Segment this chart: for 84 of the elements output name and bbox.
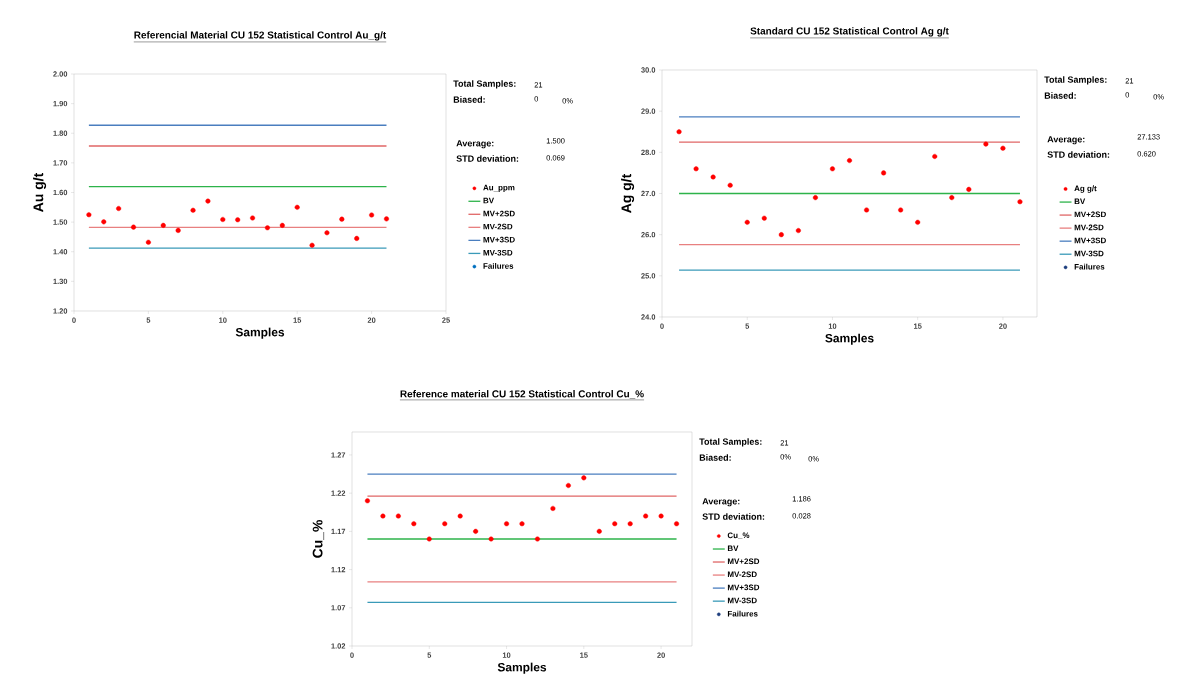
text: STD deviation: xyxy=(456,155,519,162)
point xyxy=(693,166,699,172)
point xyxy=(812,195,818,201)
point xyxy=(220,216,226,222)
point xyxy=(131,224,137,230)
point xyxy=(235,217,241,223)
text: Average: xyxy=(1047,136,1085,145)
y-axis-title: Au g/t xyxy=(33,172,47,212)
point xyxy=(744,219,750,225)
point xyxy=(145,239,151,245)
point xyxy=(160,222,166,228)
point xyxy=(581,475,587,481)
point xyxy=(915,219,921,225)
x-axis-title: Samples xyxy=(497,662,547,674)
point xyxy=(658,513,664,519)
point xyxy=(101,219,107,225)
point xyxy=(473,528,479,534)
point xyxy=(175,227,181,233)
point xyxy=(411,521,417,527)
point xyxy=(898,207,904,213)
point xyxy=(364,498,370,504)
point xyxy=(612,521,618,527)
point xyxy=(205,198,211,204)
text: Average: xyxy=(702,498,740,507)
text: Biased: xyxy=(699,454,731,461)
text: Biased: xyxy=(453,96,485,103)
point xyxy=(847,158,853,164)
text: Average: xyxy=(456,140,494,149)
point xyxy=(309,242,315,248)
point xyxy=(250,215,256,221)
point xyxy=(294,204,300,210)
chart-title: Reference material CU 152 Statistical Control Cu_% xyxy=(400,390,644,399)
text: Total Samples: xyxy=(453,80,516,89)
point xyxy=(829,166,835,172)
point xyxy=(949,195,955,201)
point xyxy=(1000,145,1006,151)
point xyxy=(354,235,360,241)
point xyxy=(324,230,330,236)
point xyxy=(983,141,989,147)
x-axis-title: Samples xyxy=(825,333,874,345)
point xyxy=(864,207,870,213)
point xyxy=(761,215,767,221)
text: Total Samples: xyxy=(699,438,762,447)
point xyxy=(550,505,556,511)
point xyxy=(795,228,801,234)
text: STD deviation: xyxy=(1047,151,1110,158)
point xyxy=(116,206,122,211)
point xyxy=(488,536,494,542)
point xyxy=(457,513,463,519)
chart-title: Standard CU 152 Statistical Control Ag g/t xyxy=(750,27,949,37)
point xyxy=(627,521,633,527)
text: Biased: xyxy=(1044,92,1076,99)
point xyxy=(565,483,571,488)
point xyxy=(264,225,270,231)
point xyxy=(383,216,389,222)
y-axis-title: Cu_% xyxy=(312,520,325,558)
point xyxy=(504,521,510,527)
point xyxy=(1017,199,1023,205)
point xyxy=(519,521,525,527)
point xyxy=(881,170,887,176)
point xyxy=(190,207,196,213)
point xyxy=(674,521,680,527)
text: Total Samples: xyxy=(1044,76,1107,85)
point xyxy=(369,212,375,218)
x-axis-title: Samples xyxy=(235,327,285,339)
point xyxy=(596,528,602,534)
point xyxy=(279,222,285,228)
point xyxy=(727,182,733,188)
point xyxy=(380,513,386,519)
point xyxy=(442,521,448,527)
point xyxy=(710,174,716,180)
point xyxy=(966,186,972,192)
point xyxy=(534,536,540,542)
point xyxy=(643,513,649,519)
y-axis-title: Ag g/t xyxy=(621,173,635,213)
point xyxy=(778,232,784,238)
point xyxy=(395,513,401,519)
point xyxy=(339,216,345,222)
chart-title: Referencial Material CU 152 Statistical Control Au_g/t xyxy=(134,31,387,41)
point xyxy=(426,536,432,542)
point xyxy=(676,129,682,135)
text: STD deviation: xyxy=(702,513,765,520)
point xyxy=(86,212,92,218)
point xyxy=(932,153,938,159)
